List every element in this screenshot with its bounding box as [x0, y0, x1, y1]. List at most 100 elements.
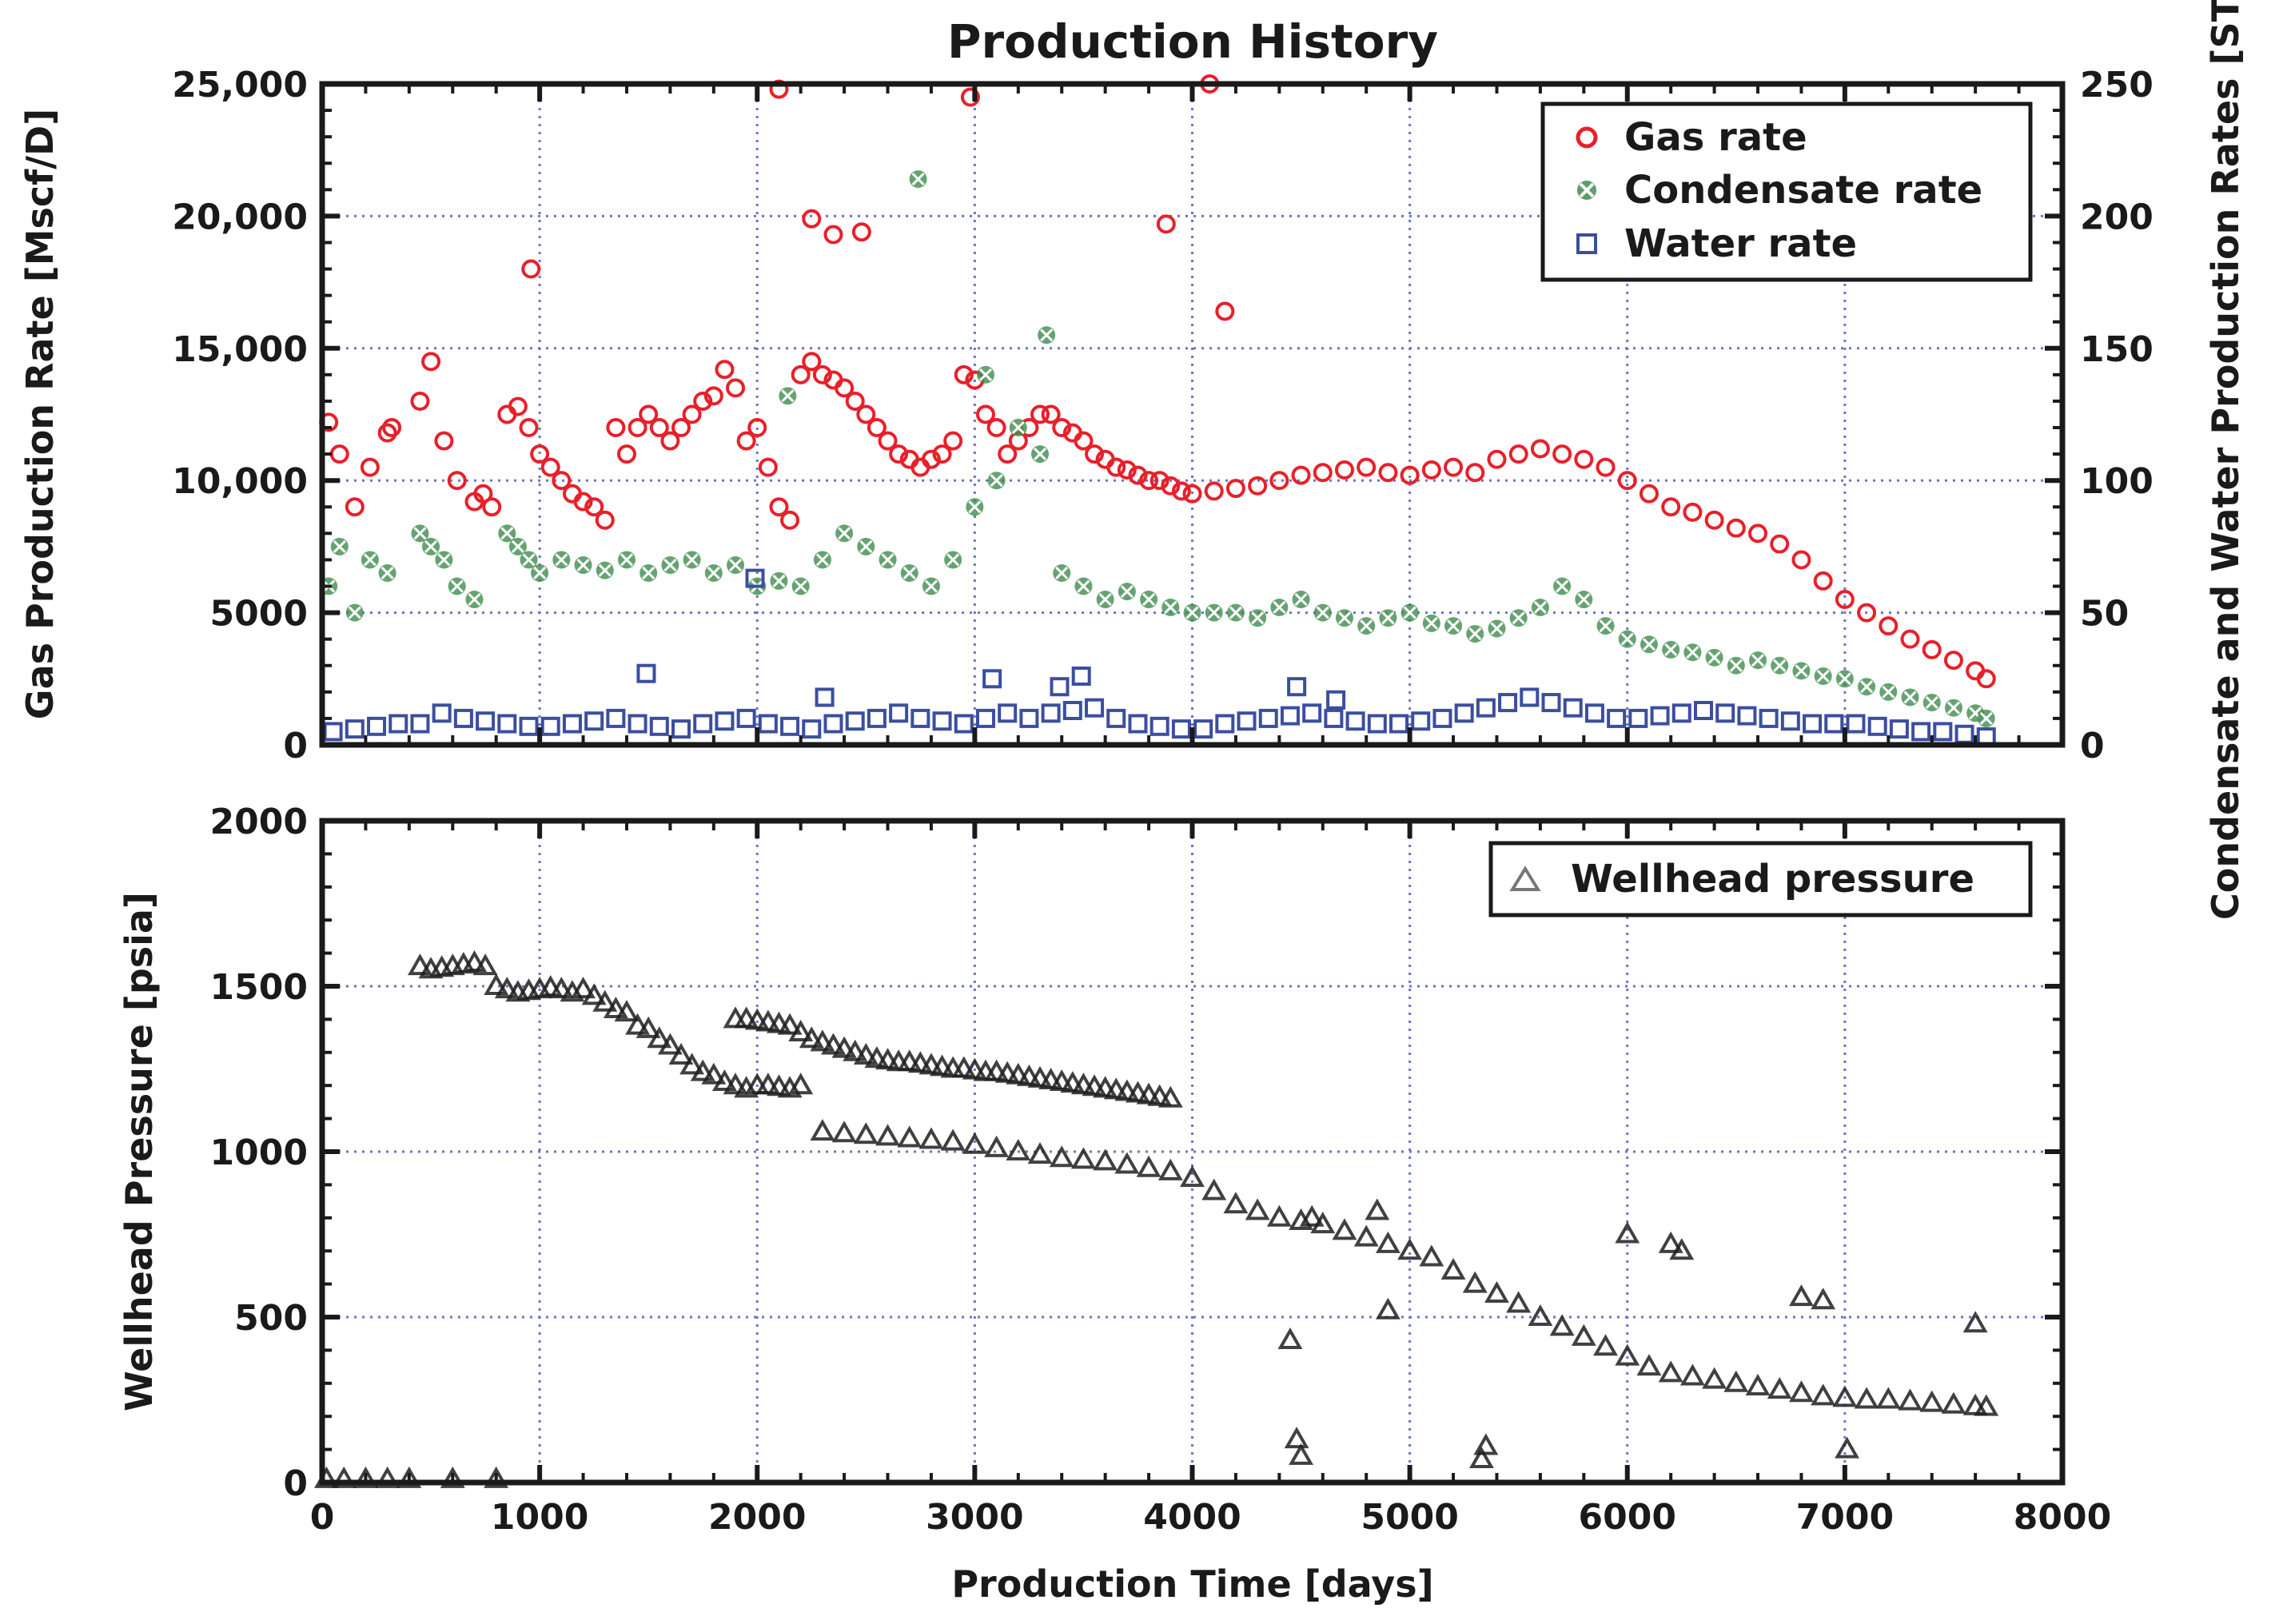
wellhead-pressure-point — [614, 1000, 639, 1022]
condensate-rate-point — [1140, 591, 1158, 609]
wellhead-pressure-point — [1070, 1147, 1096, 1169]
gas-rate-point — [345, 497, 365, 517]
condensate-rate-point — [465, 591, 484, 609]
wellhead-pressure-point — [1049, 1069, 1074, 1092]
wellhead-pressure-point — [940, 1128, 966, 1151]
condensate-rate-point — [1444, 617, 1463, 635]
water-rate-point — [1650, 706, 1670, 726]
wellhead-pressure-point — [1223, 1192, 1249, 1214]
condensate-rate-point — [1038, 326, 1056, 344]
water-rate-point — [540, 716, 560, 736]
condensate-rate-point — [1575, 591, 1593, 609]
wellhead-pressure-point — [1201, 1178, 1227, 1200]
gas-rate-point — [1508, 444, 1528, 464]
gas-rate-point — [421, 352, 441, 372]
top-legend: Gas rate Condensate rate Water rate — [1540, 102, 2033, 282]
top-left-tick-label: 5000 — [210, 594, 308, 635]
condensate-rate-point — [520, 551, 538, 569]
water-rate-point — [1954, 724, 1974, 744]
wellhead-pressure-point — [1284, 1427, 1309, 1449]
wellhead-pressure-point — [799, 1026, 824, 1049]
wellhead-pressure-point — [1136, 1155, 1161, 1177]
wellhead-pressure-point — [1962, 1311, 1988, 1333]
gas-rate-point — [1400, 465, 1420, 485]
condensate-rate-point — [857, 537, 875, 555]
wellhead-pressure-point — [1299, 1204, 1325, 1227]
gas-rate-point — [812, 364, 832, 384]
top-left-tick-label: 20,000 — [172, 197, 308, 237]
water-rate-point — [1149, 716, 1169, 736]
water-rate-point — [1628, 708, 1648, 728]
top-right-tick-label: 50 — [2080, 594, 2129, 635]
condensate-rate-point — [791, 577, 810, 595]
wellhead-pressure-point — [853, 1042, 879, 1065]
wellhead-pressure-point — [1114, 1152, 1140, 1174]
gas-rate-point — [616, 444, 636, 464]
condensate-rate-point — [1422, 614, 1440, 632]
gas-rate-point — [986, 418, 1006, 438]
water-rate-point — [1171, 719, 1191, 739]
wellhead-pressure-point — [472, 953, 498, 976]
gas-rate-point — [508, 396, 528, 416]
condensate-rate-point — [498, 524, 516, 543]
water-rate-point — [584, 711, 604, 731]
top-right-ylabel: Condensate and Water Production Rates [S… — [2204, 0, 2247, 920]
water-rate-point — [1607, 708, 1627, 728]
water-rate-point — [910, 708, 930, 728]
water-rate-point — [889, 703, 909, 723]
wellhead-pressure-point — [767, 1011, 791, 1033]
gas-rate-point — [1444, 457, 1464, 477]
wellhead-pressure-point — [831, 1120, 857, 1143]
wellhead-pressure-point — [994, 1061, 1020, 1083]
condensate-rate-point — [1096, 591, 1114, 609]
condensate-rate-point — [1488, 619, 1506, 638]
water-rate-point — [1237, 711, 1257, 731]
gas-rate-point — [1215, 301, 1235, 321]
water-rate-point — [628, 714, 647, 734]
bottom-series — [313, 949, 1999, 1488]
condensate-rate-point — [976, 365, 994, 384]
wellhead-pressure-point — [1375, 1297, 1400, 1320]
wellhead-pressure-point — [1528, 1304, 1553, 1326]
gas-rate-point — [975, 404, 995, 424]
wellhead-pressure-point — [1636, 1354, 1662, 1376]
water-rate-point — [1520, 687, 1540, 707]
condensate-rate-point — [508, 537, 527, 555]
water-rate-point — [932, 711, 952, 731]
condensate-rate-point — [617, 551, 636, 569]
gas-rate-point — [1922, 639, 1942, 659]
gas-rate-point — [943, 431, 963, 451]
condensate-rate-point — [835, 524, 854, 543]
wellhead-pressure-point — [951, 1056, 977, 1078]
wellhead-pressure-point — [1289, 1443, 1314, 1465]
wellhead-pressure-point — [603, 996, 628, 1018]
wellhead-pressure-point — [1811, 1383, 1836, 1406]
condensate-rate-point — [378, 563, 396, 582]
condensate-rate-point — [1814, 667, 1832, 685]
gas-rate-point — [1291, 465, 1311, 485]
wellhead-pressure-point — [1658, 1360, 1683, 1383]
condensate-rate-point — [966, 498, 984, 516]
wellhead-pressure-point — [1016, 1064, 1042, 1086]
gas-rate-point — [649, 418, 669, 438]
condensate-rate-point — [1683, 643, 1702, 662]
water-rate-point — [1280, 706, 1300, 726]
wellhead-pressure-point — [1038, 1067, 1064, 1089]
gas-rate-point — [1683, 502, 1703, 522]
condensate-rate-point — [1531, 598, 1549, 616]
gas-rate-point — [856, 404, 876, 424]
gas-rate-point — [1225, 479, 1245, 499]
water-rate-point — [1563, 698, 1583, 718]
gas-rate-point — [1128, 465, 1148, 485]
condensate-rate-point — [1466, 625, 1484, 643]
condensate-rate-point — [411, 524, 429, 543]
bottom-x-tick-label: 3000 — [926, 1497, 1023, 1538]
gas-rate-point — [1465, 463, 1485, 483]
gas-rate-point — [835, 378, 855, 398]
gas-rate-point — [1813, 571, 1833, 591]
gas-rate-point — [1900, 629, 1920, 649]
condensate-rate-point — [1118, 583, 1136, 601]
wellhead-pressure-point — [1462, 1271, 1488, 1293]
gas-rate-point — [1835, 590, 1855, 610]
